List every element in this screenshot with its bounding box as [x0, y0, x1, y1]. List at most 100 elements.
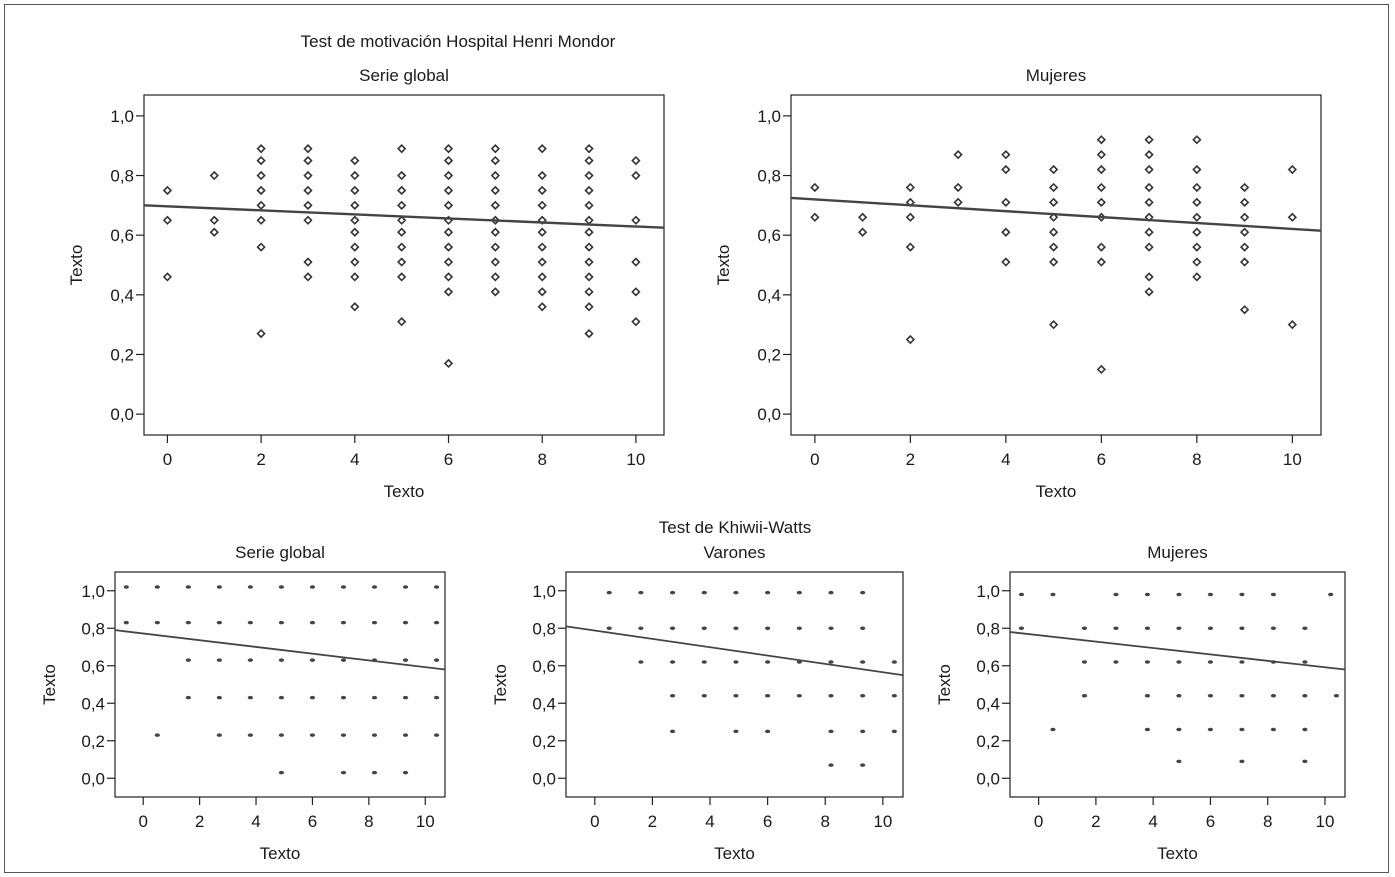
- x-tick-label: 4: [350, 450, 359, 469]
- data-point: [857, 212, 868, 222]
- data-point: [397, 215, 407, 225]
- data-point: [350, 242, 360, 252]
- data-point: [1096, 135, 1106, 145]
- data-point: [891, 729, 897, 734]
- data-point: [247, 733, 253, 737]
- data-point: [1176, 592, 1182, 597]
- data-point: [443, 257, 454, 267]
- data-point: [1144, 626, 1151, 631]
- data-point: [669, 693, 676, 698]
- y-tick-label: 0,4: [110, 286, 134, 305]
- data-point: [537, 144, 547, 154]
- data-point: [350, 215, 360, 225]
- data-point: [433, 695, 440, 700]
- x-axis-label: Texto: [384, 482, 425, 501]
- data-point: [490, 185, 500, 196]
- x-tick-label: 10: [1315, 812, 1334, 831]
- x-tick-label: 6: [763, 812, 772, 831]
- data-point: [1048, 242, 1059, 252]
- data-point: [1239, 727, 1245, 732]
- data-point: [905, 212, 916, 222]
- data-point: [443, 227, 454, 237]
- y-axis-label: Texto: [714, 245, 733, 286]
- data-point: [584, 215, 594, 225]
- y-tick-label: 0,0: [110, 405, 134, 424]
- data-point: [443, 200, 454, 210]
- data-point: [1207, 626, 1214, 631]
- data-point: [1239, 182, 1250, 193]
- data-point: [701, 626, 707, 631]
- data-point: [247, 620, 253, 625]
- data-points: [810, 135, 1297, 375]
- x-axis-label: Texto: [1157, 844, 1198, 863]
- data-point: [1207, 660, 1214, 664]
- data-point: [350, 170, 360, 181]
- data-point: [1270, 592, 1277, 597]
- data-point: [631, 317, 641, 327]
- data-point: [733, 626, 739, 631]
- data-point: [860, 729, 866, 734]
- data-point: [1144, 693, 1151, 698]
- data-point: [1192, 135, 1202, 145]
- data-point: [350, 272, 360, 282]
- data-point: [765, 729, 771, 734]
- chart-panel-3: Serie global 0,0 0,2 0,4 0,6 0,8 1,0 0 2 4 6 8 10 Tex…: [40, 543, 446, 863]
- data-point: [1144, 182, 1154, 193]
- data-point: [1287, 320, 1297, 330]
- data-point: [154, 620, 160, 625]
- x-tick-label: 6: [1206, 812, 1215, 831]
- data-point: [185, 658, 191, 662]
- fit-line: [115, 629, 445, 671]
- y-tick-label: 0,4: [81, 694, 105, 713]
- data-point: [303, 215, 313, 225]
- data-points: [162, 144, 641, 369]
- x-axis-label: Texto: [714, 844, 755, 863]
- data-point: [1144, 272, 1154, 282]
- x-tick-label: 10: [416, 812, 435, 831]
- y-tick-label: 0,0: [532, 769, 556, 788]
- figure-top-title: Test de motivación Hospital Henri Mondor: [301, 32, 616, 51]
- data-point: [1302, 693, 1308, 698]
- y-tick-label: 0,6: [757, 226, 781, 245]
- data-point: [953, 150, 963, 160]
- data-point: [1096, 257, 1106, 267]
- data-point: [860, 660, 866, 664]
- data-points: [123, 585, 440, 775]
- data-point: [891, 693, 897, 698]
- data-point: [443, 144, 454, 154]
- data-point: [631, 215, 641, 225]
- fit-line: [1010, 631, 1345, 671]
- data-point: [1192, 272, 1202, 282]
- chart-title: Varones: [703, 543, 765, 562]
- data-point: [1001, 227, 1011, 237]
- data-point: [397, 144, 407, 154]
- data-point: [433, 658, 440, 662]
- x-tick-label: 8: [537, 450, 546, 469]
- x-tick-label: 0: [1034, 812, 1043, 831]
- data-point: [1001, 164, 1011, 175]
- data-point: [123, 585, 129, 589]
- data-point: [371, 695, 378, 700]
- y-axis-label: Texto: [40, 664, 59, 705]
- data-point: [905, 242, 916, 252]
- data-point: [1096, 197, 1106, 207]
- y-tick-label: 0,2: [976, 732, 1000, 751]
- figure-canvas: Test de motivación Hospital Henri Mondor…: [40, 32, 1346, 863]
- data-point: [309, 620, 316, 625]
- data-point: [256, 215, 266, 225]
- data-point: [443, 155, 454, 166]
- data-point: [340, 770, 347, 775]
- data-point: [1144, 287, 1154, 297]
- data-point: [1050, 592, 1056, 597]
- data-point: [584, 287, 594, 297]
- y-tick-label: 0,6: [81, 657, 105, 676]
- data-point: [1239, 257, 1250, 267]
- data-point: [584, 200, 594, 210]
- data-point: [1001, 150, 1011, 160]
- data-point: [584, 144, 594, 154]
- data-point: [584, 272, 594, 282]
- fit-line: [144, 204, 664, 229]
- data-points: [606, 590, 897, 767]
- data-point: [443, 170, 454, 181]
- data-point: [278, 770, 285, 775]
